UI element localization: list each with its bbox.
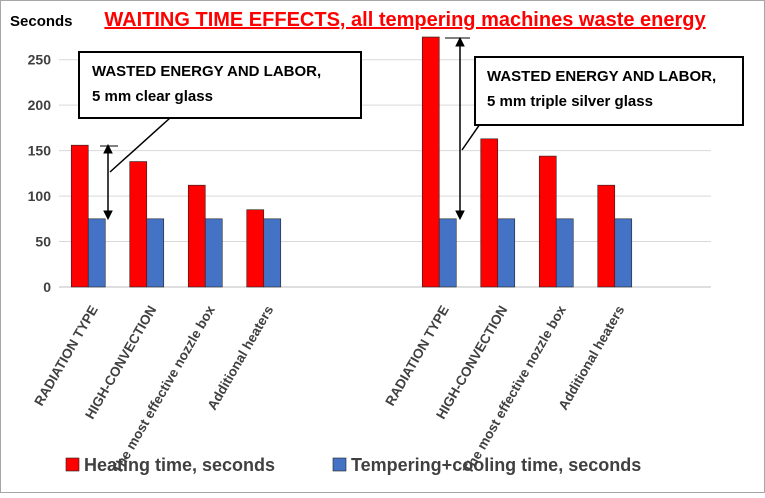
bar — [204, 218, 223, 288]
bar — [146, 218, 165, 288]
arrow-head — [455, 36, 465, 47]
annotation-graphics — [100, 36, 481, 221]
arrow-head — [103, 210, 113, 221]
bar — [263, 218, 282, 288]
y-tick-label: 100 — [28, 188, 52, 204]
arrow-head — [103, 143, 113, 154]
bar — [597, 184, 616, 288]
y-tick-label: 150 — [28, 143, 52, 159]
bar — [438, 218, 457, 288]
bar — [87, 218, 106, 288]
bar — [70, 144, 89, 288]
bar — [480, 138, 499, 288]
annotation-text: WASTED ENERGY AND LABOR, — [92, 63, 321, 80]
bar — [421, 36, 440, 288]
legend-label: Tempering+cooling time, seconds — [351, 455, 641, 475]
bar — [129, 161, 148, 288]
annotation-text: WASTED ENERGY AND LABOR, — [487, 68, 716, 85]
y-tick-label: 50 — [35, 234, 51, 250]
leader-line — [109, 117, 171, 173]
bar — [614, 218, 633, 288]
y-tick-label: 0 — [43, 279, 51, 295]
annotation-box — [474, 56, 744, 126]
arrow-head — [455, 210, 465, 221]
bar — [555, 218, 574, 288]
bar — [187, 184, 206, 288]
chart-title: WAITING TIME EFFECTS, all tempering mach… — [104, 9, 706, 31]
legend-swatch — [65, 457, 80, 472]
legend-swatch — [332, 457, 347, 472]
annotation-box — [78, 51, 362, 119]
legend-label: Heating time, seconds — [84, 455, 275, 475]
bar — [246, 209, 265, 288]
y-tick-label: 200 — [28, 97, 52, 113]
annotation-text: 5 mm clear glass — [92, 88, 213, 105]
y-tick-label: 250 — [28, 52, 52, 68]
annotation-text: 5 mm triple silver glass — [487, 93, 653, 110]
bar — [497, 218, 516, 288]
y-axis-label: Seconds — [10, 13, 73, 30]
leader-line — [461, 123, 481, 151]
bar — [538, 155, 557, 288]
